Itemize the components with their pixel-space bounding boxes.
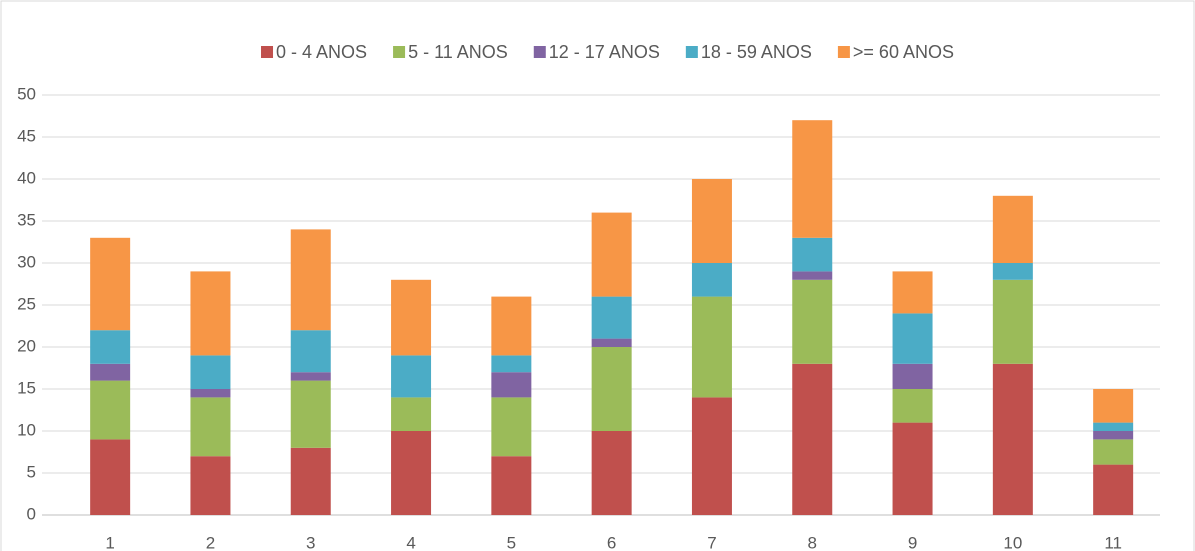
bar-segment: [892, 389, 933, 423]
bar-segment: [591, 431, 632, 515]
bar-segment: [892, 422, 933, 515]
legend-label: 12 - 17 ANOS: [549, 42, 660, 62]
bar-segment: [792, 271, 833, 280]
x-tick-label: 6: [607, 533, 616, 551]
x-tick-label: 11: [1104, 533, 1122, 551]
bar-segment: [391, 431, 432, 515]
bar-segment: [90, 363, 131, 381]
legend-label: 0 - 4 ANOS: [276, 42, 367, 62]
bar-segment: [190, 355, 231, 389]
legend-label: >= 60 ANOS: [853, 42, 954, 62]
bar-segment: [792, 363, 833, 515]
bar-segment: [892, 271, 933, 314]
x-tick-label: 4: [406, 533, 415, 551]
bar-segment: [1093, 439, 1134, 465]
y-tick-label: 30: [17, 252, 36, 271]
legend-swatch: [261, 46, 274, 58]
y-tick-label: 45: [17, 126, 36, 145]
bar-segment: [90, 330, 131, 364]
x-tick-label: 7: [707, 533, 716, 551]
bar-segment: [591, 338, 632, 347]
bar-segment: [491, 355, 532, 373]
legend-swatch: [685, 46, 698, 58]
bar-segment: [892, 363, 933, 389]
y-tick-label: 10: [17, 420, 36, 439]
legend-swatch: [837, 46, 850, 58]
bar-segment: [190, 271, 231, 356]
bar-segment: [290, 372, 331, 381]
bar-segment: [190, 397, 231, 457]
y-tick-label: 15: [17, 378, 36, 397]
bar-segment: [290, 380, 331, 448]
y-tick-label: 35: [17, 210, 36, 229]
y-tick-label: 5: [27, 462, 36, 481]
x-tick-label: 3: [306, 533, 315, 551]
legend-swatch: [533, 46, 546, 58]
bar-segment: [992, 279, 1033, 364]
bar-segment: [1093, 431, 1134, 440]
x-tick-label: 10: [1003, 533, 1022, 551]
bar-segment: [491, 456, 532, 515]
bar-segment: [90, 439, 131, 515]
legend-label: 18 - 59 ANOS: [701, 42, 812, 62]
bar-segment: [691, 179, 732, 263]
bar-segment: [992, 263, 1033, 280]
bar-segment: [892, 313, 933, 364]
x-tick-label: 8: [808, 533, 817, 551]
bar-segment: [491, 296, 532, 356]
bar-segment: [1093, 464, 1134, 515]
bar-segment: [691, 263, 732, 297]
y-tick-label: 20: [17, 336, 36, 355]
x-tick-label: 2: [206, 533, 215, 551]
bar-segment: [491, 397, 532, 457]
bar-segment: [90, 237, 131, 331]
bar-segment: [190, 389, 231, 398]
bar-segment: [691, 397, 732, 515]
bar-segment: [591, 347, 632, 431]
bar-segment: [290, 447, 331, 515]
bar-segment: [1093, 389, 1134, 423]
y-tick-label: 40: [17, 168, 36, 187]
bar-segment: [90, 380, 131, 440]
bar-segment: [290, 229, 331, 331]
y-tick-label: 0: [27, 504, 36, 523]
legend-swatch: [393, 46, 406, 58]
legend-label: 5 - 11 ANOS: [408, 42, 508, 62]
bar-segment: [190, 456, 231, 515]
bar-segment: [491, 372, 532, 398]
bar-segment: [792, 120, 833, 238]
x-tick-label: 1: [105, 533, 114, 551]
bar-segment: [992, 195, 1033, 263]
bar-segment: [591, 212, 632, 297]
bar-segment: [391, 279, 432, 356]
y-tick-label: 25: [17, 294, 36, 313]
bar-segment: [391, 397, 432, 431]
bar-segment: [992, 363, 1033, 515]
x-tick-label: 9: [908, 533, 917, 551]
x-tick-label: 5: [507, 533, 516, 551]
bar-segment: [290, 330, 331, 373]
bar-segment: [591, 296, 632, 339]
bar-segment: [792, 237, 833, 272]
bar-segment: [792, 279, 833, 364]
bar-segment: [1093, 422, 1134, 431]
bar-segment: [691, 296, 732, 398]
bar-segment: [391, 355, 432, 398]
y-tick-label: 50: [17, 84, 36, 103]
